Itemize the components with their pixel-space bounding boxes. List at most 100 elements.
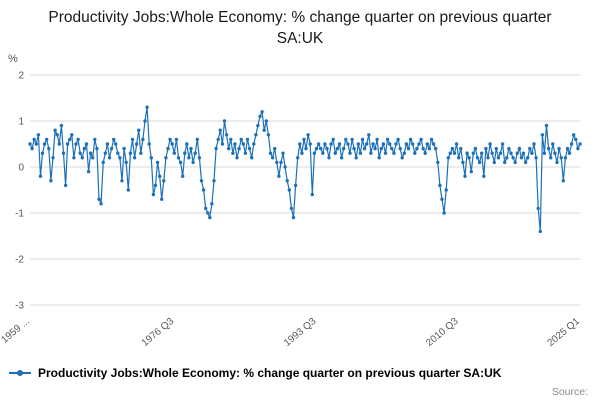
- data-point: [346, 142, 350, 146]
- data-point: [425, 142, 429, 146]
- data-point: [408, 137, 413, 142]
- data-point: [544, 123, 549, 128]
- data-point: [569, 142, 574, 146]
- data-point: [84, 142, 89, 146]
- data-point: [356, 142, 360, 146]
- data-point: [231, 151, 235, 155]
- data-point: [235, 156, 239, 160]
- data-point: [76, 137, 80, 142]
- data-point: [342, 146, 346, 151]
- data-point: [197, 156, 202, 160]
- data-point: [124, 160, 128, 165]
- data-point: [469, 169, 473, 174]
- data-point: [459, 146, 463, 151]
- data-point: [279, 160, 283, 165]
- data-point: [201, 188, 206, 192]
- data-point: [149, 156, 153, 160]
- data-point: [141, 137, 145, 142]
- data-point: [383, 151, 388, 155]
- data-point: [252, 142, 256, 146]
- chart-page: Productivity Jobs:Whole Economy: % chang…: [0, 8, 600, 400]
- data-point: [373, 146, 377, 151]
- data-point: [109, 146, 114, 151]
- data-point: [101, 160, 105, 165]
- data-point: [97, 197, 101, 201]
- data-point: [542, 151, 547, 155]
- source-label: Source:: [551, 386, 588, 398]
- data-point: [206, 211, 210, 215]
- data-point: [465, 151, 469, 155]
- data-point: [70, 133, 74, 137]
- line-chart: %2 1 0 -1 -2 -3 1959 ... 1976 Q3 1993 Q3 2010 Q3 2…: [0, 53, 582, 349]
- data-point: [214, 146, 218, 151]
- data-point: [304, 146, 308, 151]
- data-point: [210, 202, 214, 206]
- data-point: [344, 137, 348, 142]
- data-point: [158, 174, 162, 178]
- data-point: [450, 146, 455, 151]
- data-point: [283, 165, 287, 169]
- data-point: [517, 146, 522, 151]
- data-point: [482, 174, 486, 178]
- y-tick-label: 0: [18, 163, 24, 174]
- data-point: [216, 137, 220, 142]
- data-point: [427, 146, 432, 151]
- data-point: [578, 142, 582, 146]
- data-point: [57, 142, 61, 146]
- data-point: [183, 151, 187, 155]
- data-point: [467, 156, 471, 160]
- data-point: [65, 142, 70, 146]
- data-point: [275, 160, 279, 165]
- data-point: [454, 142, 459, 146]
- data-point: [452, 151, 457, 155]
- data-point: [51, 156, 55, 160]
- data-point: [325, 146, 329, 151]
- data-point: [268, 151, 273, 155]
- x-tick-label: 2010 Q3: [424, 316, 461, 349]
- data-point: [218, 128, 222, 132]
- data-point: [477, 160, 482, 165]
- data-point: [337, 142, 342, 146]
- data-point: [281, 151, 285, 155]
- data-point: [463, 174, 467, 178]
- data-point: [36, 133, 41, 137]
- data-point: [103, 151, 108, 155]
- data-point: [498, 151, 503, 155]
- x-tick-label: 2025 Q1: [545, 316, 582, 349]
- data-point: [319, 146, 323, 151]
- data-point: [565, 146, 570, 151]
- data-point: [176, 156, 181, 160]
- data-point: [34, 142, 38, 146]
- data-point: [475, 156, 480, 160]
- data-point: [277, 174, 281, 178]
- data-point: [549, 156, 553, 160]
- y-tick-label: -1: [15, 209, 24, 220]
- data-point: [139, 151, 143, 155]
- data-point: [191, 160, 195, 165]
- data-point: [488, 142, 492, 146]
- data-point: [402, 151, 406, 155]
- data-point: [507, 146, 511, 151]
- data-point: [367, 133, 371, 137]
- data-point: [293, 183, 298, 188]
- data-point: [329, 142, 333, 146]
- data-point: [264, 119, 268, 123]
- data-point: [300, 151, 304, 155]
- data-point: [419, 137, 423, 142]
- data-point: [429, 137, 434, 142]
- data-point: [526, 156, 530, 160]
- data-point: [178, 160, 183, 165]
- x-tick-label: 1976 Q3: [140, 316, 177, 349]
- data-point: [147, 142, 151, 146]
- y-tick-label: 2: [18, 71, 24, 82]
- data-point: [289, 206, 294, 211]
- data-point: [461, 160, 465, 165]
- data-point: [390, 146, 394, 151]
- data-point: [392, 151, 396, 155]
- data-point: [185, 142, 189, 146]
- data-point: [155, 160, 160, 165]
- data-point: [237, 146, 241, 151]
- data-point: [243, 151, 248, 155]
- data-point: [95, 146, 99, 151]
- data-point: [471, 151, 475, 155]
